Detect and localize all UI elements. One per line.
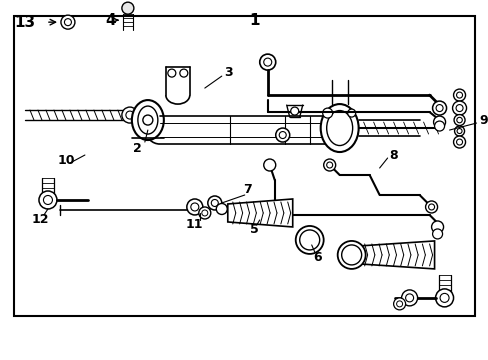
- Circle shape: [122, 107, 138, 123]
- Circle shape: [451, 101, 466, 115]
- Circle shape: [326, 162, 332, 168]
- Text: 1: 1: [249, 13, 260, 28]
- Circle shape: [207, 196, 222, 210]
- Text: 5: 5: [250, 224, 259, 237]
- Circle shape: [341, 245, 361, 265]
- Circle shape: [453, 114, 464, 126]
- Circle shape: [275, 128, 289, 142]
- Circle shape: [295, 226, 323, 254]
- Circle shape: [61, 15, 75, 29]
- Bar: [14, 16, 473, 316]
- Text: 9: 9: [479, 113, 487, 127]
- Text: 3: 3: [224, 66, 232, 78]
- Circle shape: [279, 131, 285, 139]
- Circle shape: [431, 221, 443, 233]
- Circle shape: [125, 111, 134, 119]
- Circle shape: [456, 129, 461, 134]
- Ellipse shape: [326, 111, 352, 145]
- Text: 12: 12: [31, 213, 49, 226]
- Circle shape: [211, 199, 218, 207]
- Circle shape: [199, 207, 210, 219]
- Circle shape: [455, 104, 462, 112]
- Text: 4: 4: [105, 13, 115, 28]
- Circle shape: [433, 116, 445, 128]
- Circle shape: [64, 19, 71, 26]
- Circle shape: [439, 293, 448, 302]
- Circle shape: [263, 58, 271, 66]
- Circle shape: [393, 298, 405, 310]
- Circle shape: [337, 241, 365, 269]
- Text: 11: 11: [185, 219, 203, 231]
- Circle shape: [167, 69, 176, 77]
- Text: 6: 6: [313, 251, 321, 265]
- Circle shape: [456, 139, 462, 145]
- Text: 8: 8: [389, 149, 397, 162]
- Circle shape: [259, 54, 275, 70]
- Circle shape: [216, 203, 227, 215]
- Ellipse shape: [122, 2, 134, 14]
- Text: 10: 10: [58, 153, 75, 167]
- Circle shape: [456, 92, 462, 98]
- Ellipse shape: [322, 108, 332, 118]
- Circle shape: [454, 126, 464, 136]
- Circle shape: [43, 195, 52, 204]
- Ellipse shape: [132, 100, 163, 140]
- Ellipse shape: [320, 104, 358, 152]
- Circle shape: [432, 229, 442, 239]
- Circle shape: [434, 121, 444, 131]
- Circle shape: [142, 115, 153, 125]
- Circle shape: [405, 294, 413, 302]
- Circle shape: [290, 107, 298, 115]
- Ellipse shape: [347, 109, 355, 117]
- Text: 2: 2: [133, 141, 142, 154]
- Circle shape: [186, 199, 203, 215]
- Ellipse shape: [138, 106, 158, 134]
- Circle shape: [202, 210, 207, 216]
- Circle shape: [323, 159, 335, 171]
- Text: 13: 13: [14, 15, 35, 30]
- Polygon shape: [227, 199, 292, 227]
- Circle shape: [263, 159, 275, 171]
- Circle shape: [180, 69, 187, 77]
- Circle shape: [435, 104, 442, 112]
- Circle shape: [427, 204, 434, 210]
- Circle shape: [435, 289, 453, 307]
- Circle shape: [190, 203, 199, 211]
- Polygon shape: [359, 241, 434, 269]
- Text: 7: 7: [243, 184, 252, 197]
- Circle shape: [456, 117, 461, 123]
- Circle shape: [39, 191, 57, 209]
- Circle shape: [432, 101, 446, 115]
- Circle shape: [396, 301, 402, 307]
- Circle shape: [453, 89, 465, 101]
- Circle shape: [425, 201, 437, 213]
- Circle shape: [453, 136, 465, 148]
- Circle shape: [401, 290, 417, 306]
- Circle shape: [299, 230, 319, 250]
